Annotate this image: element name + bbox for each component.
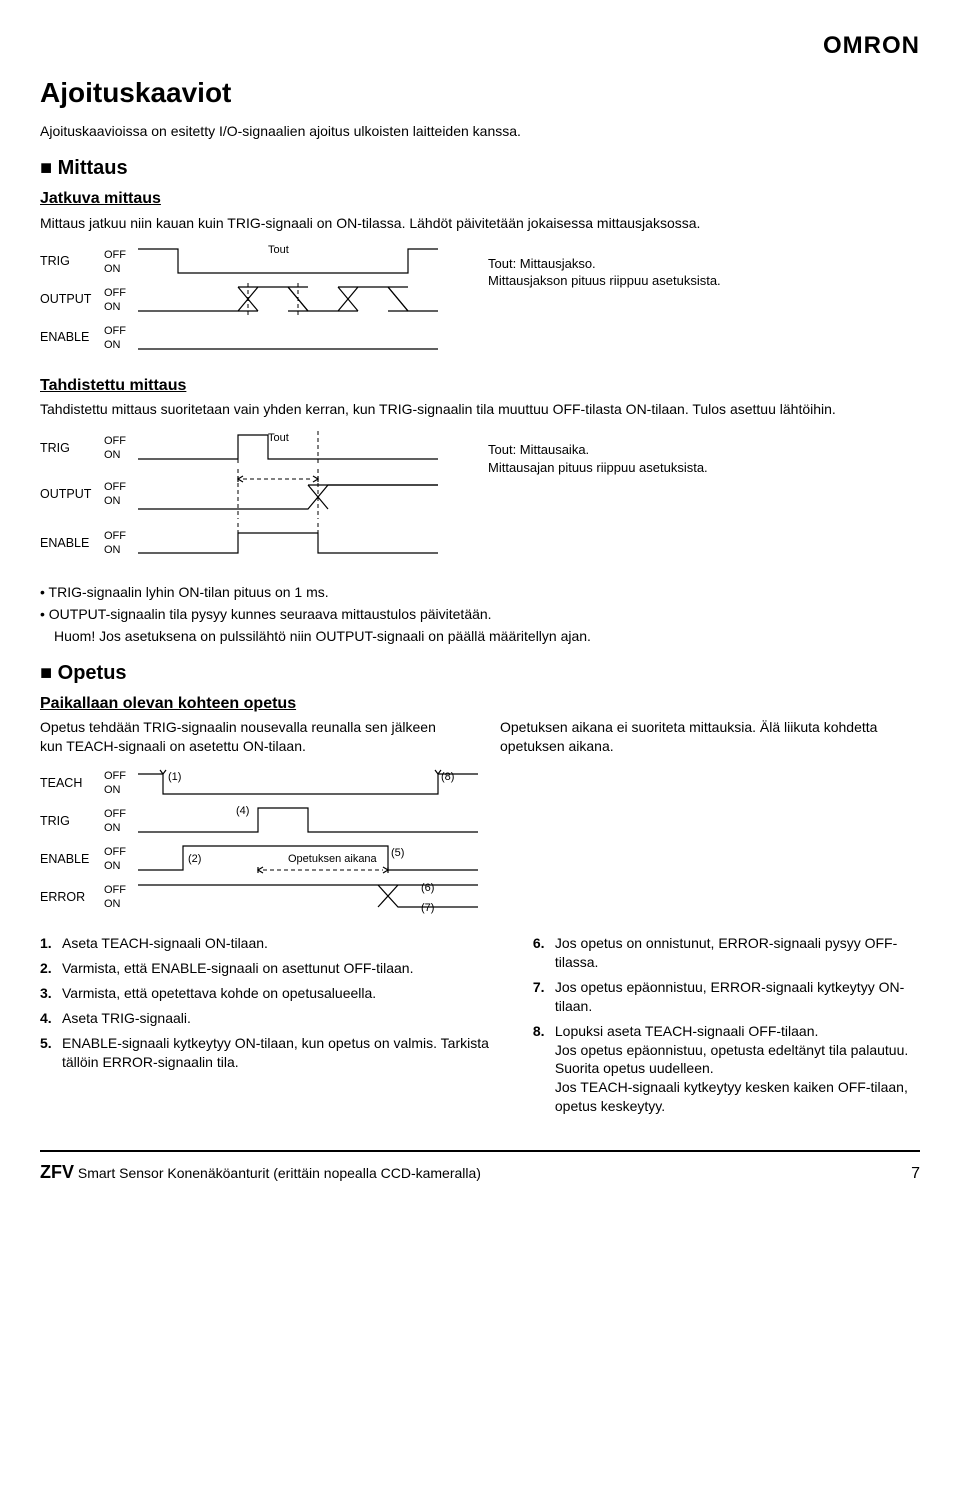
jatkuva-note1: Tout: Mittausjakso.	[488, 255, 721, 273]
signal-label-trig: TRIG	[40, 813, 104, 830]
state-on: ON	[104, 543, 138, 557]
state-off: OFF	[104, 248, 138, 262]
step-2: Varmista, että ENABLE-signaali on asettu…	[40, 959, 493, 978]
step-5: ENABLE-signaali kytkeytyy ON-tilaan, kun…	[40, 1034, 493, 1072]
footer-desc: Smart Sensor Konenäköanturit (erittäin n…	[74, 1165, 481, 1181]
page-title: Ajoituskaaviot	[40, 74, 920, 112]
state-off: OFF	[104, 434, 138, 448]
tout-label: Tout	[268, 245, 289, 256]
state-on: ON	[104, 338, 138, 352]
state-on: ON	[104, 448, 138, 462]
step-6: Jos opetus on onnistunut, ERROR-signaali…	[533, 934, 920, 972]
marker-7: (7)	[421, 902, 434, 914]
signal-label-output: OUTPUT	[40, 486, 104, 503]
marker-5: (5)	[391, 847, 404, 859]
page-number: 7	[911, 1163, 920, 1185]
bullet-2-sub: Huom! Jos asetuksena on pulssilähtö niin…	[54, 627, 920, 646]
section-opetus-title: Opetus	[40, 660, 920, 687]
tahdistettu-diagram: TRIG OFFON Tout OUTPUT OFFON ENABLE OFFO…	[40, 431, 920, 567]
tahdistettu-note2: Mittausajan pituus riippuu asetuksista.	[488, 459, 708, 477]
step-8: Lopuksi aseta TEACH-signaali OFF-tilaan.…	[533, 1022, 920, 1116]
signal-label-teach: TEACH	[40, 775, 104, 792]
state-off: OFF	[104, 324, 138, 338]
state-on: ON	[104, 821, 138, 835]
tahdistettu-note1: Tout: Mittausaika.	[488, 441, 708, 459]
state-off: OFF	[104, 286, 138, 300]
step-7: Jos opetus epäonnistuu, ERROR-signaali k…	[533, 978, 920, 1016]
jatkuva-desc: Mittaus jatkuu niin kauan kuin TRIG-sign…	[40, 214, 920, 233]
brand-logo: OMRON	[40, 30, 920, 62]
marker-6: (6)	[421, 882, 434, 894]
signal-label-enable: ENABLE	[40, 535, 104, 552]
state-off: OFF	[104, 769, 138, 783]
steps-left: Aseta TEACH-signaali ON-tilaan. Varmista…	[40, 934, 493, 1122]
marker-4: (4)	[236, 805, 249, 817]
state-on: ON	[104, 300, 138, 314]
state-off: OFF	[104, 807, 138, 821]
signal-label-output: OUTPUT	[40, 291, 104, 308]
state-off: OFF	[104, 529, 138, 543]
paikallaan-title: Paikallaan olevan kohteen opetus	[40, 693, 920, 715]
intro-text: Ajoituskaavioissa on esitetty I/O-signaa…	[40, 122, 920, 141]
tahdistettu-title: Tahdistettu mittaus	[40, 375, 920, 397]
state-off: OFF	[104, 480, 138, 494]
marker-2: (2)	[188, 853, 201, 865]
signal-label-trig: TRIG	[40, 440, 104, 457]
bullet-1: TRIG-signaalin lyhin ON-tilan pituus on …	[40, 583, 920, 602]
tahdistettu-desc: Tahdistettu mittaus suoritetaan vain yhd…	[40, 400, 920, 419]
state-off: OFF	[104, 845, 138, 859]
state-off: OFF	[104, 883, 138, 897]
steps-right: Jos opetus on onnistunut, ERROR-signaali…	[533, 934, 920, 1122]
jatkuva-note2: Mittausjakson pituus riippuu asetuksista…	[488, 272, 721, 290]
aikana-label: Opetuksen aikana	[288, 853, 378, 865]
marker-1: (1)	[168, 771, 181, 783]
bullet-2: OUTPUT-signaalin tila pysyy kunnes seura…	[40, 605, 920, 624]
signal-label-enable: ENABLE	[40, 329, 104, 346]
step-1: Aseta TEACH-signaali ON-tilaan.	[40, 934, 493, 953]
state-on: ON	[104, 897, 138, 911]
paikallaan-right: Opetuksen aikana ei suoriteta mittauksia…	[500, 718, 920, 756]
page-footer: ZFV Smart Sensor Konenäköanturit (erittä…	[40, 1150, 920, 1185]
tout-label: Tout	[268, 432, 289, 444]
jatkuva-diagram: TRIG OFFON Tout OUTPUT OFFON ENABLE OFFO…	[40, 245, 920, 359]
jatkuva-title: Jatkuva mittaus	[40, 188, 920, 210]
state-on: ON	[104, 494, 138, 508]
state-on: ON	[104, 783, 138, 797]
section-mittaus-title: Mittaus	[40, 155, 920, 182]
mittaus-notes: TRIG-signaalin lyhin ON-tilan pituus on …	[40, 583, 920, 646]
signal-label-trig: TRIG	[40, 253, 104, 270]
signal-label-enable: ENABLE	[40, 851, 104, 868]
signal-label-error: ERROR	[40, 889, 104, 906]
state-on: ON	[104, 859, 138, 873]
state-on: ON	[104, 262, 138, 276]
marker-8: (8)	[441, 771, 454, 783]
footer-brand: ZFV	[40, 1162, 74, 1182]
opetus-diagram: TEACH OFFON (1) (8) TRIG OFFON (4) ENABL…	[40, 766, 920, 914]
step-4: Aseta TRIG-signaali.	[40, 1009, 493, 1028]
step-3: Varmista, että opetettava kohde on opetu…	[40, 984, 493, 1003]
paikallaan-left: Opetus tehdään TRIG-signaalin nousevalla…	[40, 718, 460, 756]
